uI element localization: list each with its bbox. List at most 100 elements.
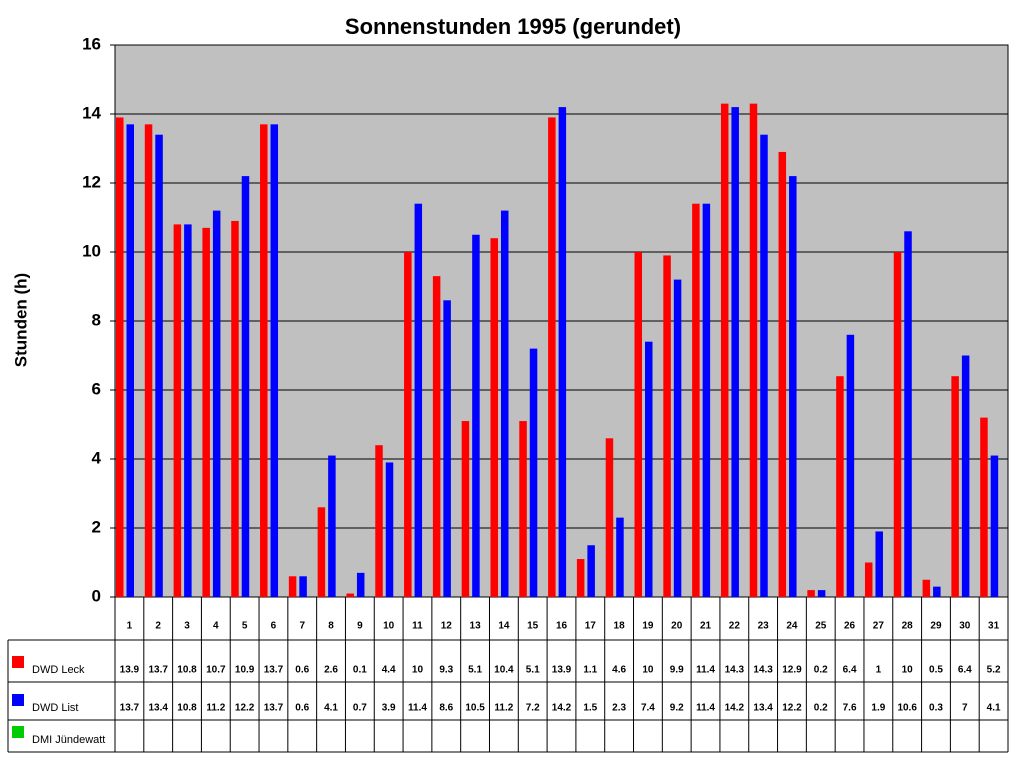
table-value: 13.9 (120, 665, 140, 676)
bar (951, 376, 959, 597)
bar (692, 203, 700, 597)
bar (702, 203, 711, 597)
table-value: 12.2 (235, 703, 255, 714)
bar (356, 572, 365, 597)
table-value: 0.6 (295, 665, 309, 676)
table-value: 10 (902, 665, 914, 676)
table-value: 1 (876, 665, 882, 676)
bar (893, 252, 902, 597)
table-value: 13.4 (148, 703, 168, 714)
y-tick-label: 14 (82, 103, 101, 122)
bar (922, 579, 931, 597)
bar (490, 238, 498, 597)
x-tick-label: 30 (959, 621, 971, 632)
bar (576, 559, 585, 597)
bar (260, 124, 268, 597)
bar (299, 576, 307, 597)
table-value: 5.2 (987, 665, 1001, 676)
table-value: 6.4 (958, 665, 972, 676)
bar (375, 445, 383, 597)
table-value: 0.1 (353, 665, 367, 676)
legend-swatch (12, 694, 24, 706)
x-tick-label: 10 (383, 621, 395, 632)
bar (173, 224, 182, 597)
bar (817, 590, 826, 597)
x-tick-label: 25 (815, 621, 827, 632)
table-value: 0.2 (814, 703, 828, 714)
table-value: 9.2 (670, 703, 684, 714)
bar (317, 507, 326, 597)
bar (241, 176, 250, 597)
bar (720, 103, 729, 598)
bar (472, 234, 480, 597)
table-value: 11.2 (494, 703, 513, 714)
bar (904, 231, 912, 598)
table-value: 4.1 (987, 703, 1001, 714)
bar (980, 417, 988, 597)
table-value: 2.6 (324, 665, 338, 676)
table-value: 14.3 (753, 665, 773, 676)
x-tick-label: 11 (412, 621, 423, 632)
bar (529, 348, 538, 597)
table-value: 5.1 (526, 665, 540, 676)
x-tick-label: 6 (271, 621, 277, 632)
bar (231, 220, 239, 597)
x-tick-label: 16 (556, 621, 568, 632)
table-value: 9.3 (439, 665, 453, 676)
x-tick-label: 26 (844, 621, 856, 632)
table-value: 8.6 (439, 703, 453, 714)
table-value: 1.1 (583, 665, 597, 676)
x-tick-label: 23 (758, 621, 770, 632)
bar (548, 117, 556, 597)
table-value: 9.9 (670, 665, 684, 676)
legend-label: DWD List (32, 702, 78, 714)
bar (385, 462, 394, 597)
x-tick-label: 22 (729, 621, 741, 632)
y-tick-label: 10 (82, 241, 101, 260)
table-value: 14.2 (552, 703, 572, 714)
table-value: 3.9 (382, 703, 396, 714)
table-value: 10.8 (177, 703, 197, 714)
table-value: 7.4 (641, 703, 655, 714)
y-tick-label: 12 (82, 172, 101, 191)
y-tick-label: 2 (92, 517, 101, 536)
bar (184, 224, 192, 597)
bar (875, 531, 883, 597)
bar (500, 210, 509, 597)
x-tick-label: 2 (155, 621, 161, 632)
x-tick-label: 24 (786, 621, 798, 632)
x-tick-label: 27 (873, 621, 885, 632)
table-value: 1.9 (871, 703, 885, 714)
table-value: 11.4 (408, 703, 427, 714)
bar (778, 151, 787, 597)
x-tick-label: 20 (671, 621, 683, 632)
bar (270, 124, 279, 597)
table-value: 12.2 (782, 703, 802, 714)
bar (288, 576, 297, 597)
bar (961, 355, 970, 597)
table-value: 10.7 (206, 665, 226, 676)
table-value: 14.2 (725, 703, 745, 714)
x-tick-label: 19 (642, 621, 654, 632)
bar (212, 210, 221, 597)
table-value: 10.6 (897, 703, 917, 714)
table-value: 14.3 (725, 665, 745, 676)
table-value: 13.7 (264, 703, 284, 714)
table-value: 13.7 (120, 703, 140, 714)
table-value: 13.9 (552, 665, 572, 676)
legend-label: DWD Leck (32, 664, 85, 676)
table-value: 6.4 (843, 665, 857, 676)
y-tick-label: 0 (92, 586, 101, 605)
table-value: 5.1 (468, 665, 482, 676)
x-tick-label: 17 (585, 621, 597, 632)
table-value: 4.6 (612, 665, 626, 676)
bar (155, 134, 163, 597)
bar (461, 421, 470, 597)
x-tick-label: 4 (213, 621, 219, 632)
bar (645, 341, 653, 597)
y-tick-label: 6 (92, 379, 101, 398)
x-tick-label: 14 (498, 621, 510, 632)
table-value: 11.4 (696, 703, 715, 714)
table-value: 7.6 (843, 703, 857, 714)
bar (346, 593, 354, 597)
